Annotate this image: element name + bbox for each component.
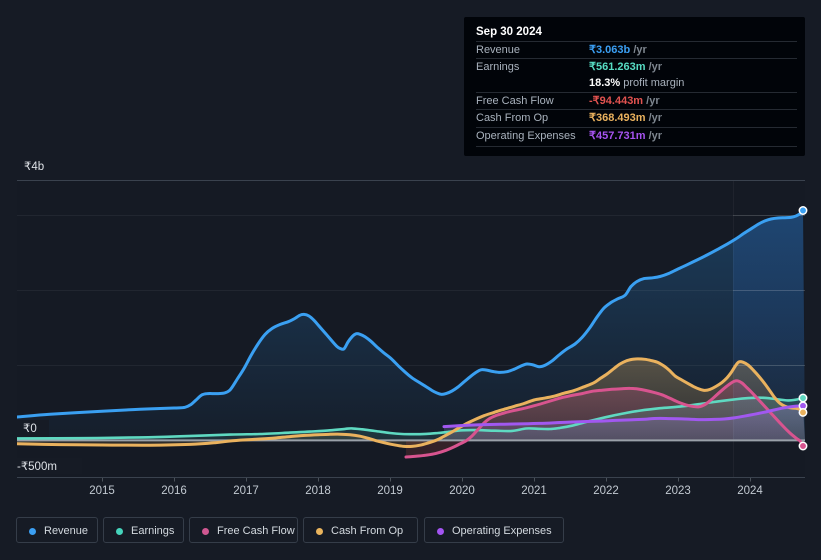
svg-text:2018: 2018: [305, 485, 331, 497]
svg-text:2016: 2016: [161, 485, 187, 497]
svg-text:2024: 2024: [737, 485, 763, 497]
svg-text:2022: 2022: [593, 485, 619, 497]
svg-text:2023: 2023: [665, 485, 691, 497]
svg-text:2021: 2021: [521, 485, 547, 497]
svg-text:-₹500m: -₹500m: [17, 461, 57, 473]
svg-text:2015: 2015: [89, 485, 115, 497]
svg-text:2017: 2017: [233, 485, 259, 497]
svg-text:₹0: ₹0: [23, 423, 37, 435]
svg-text:2020: 2020: [449, 485, 475, 497]
svg-text:₹4b: ₹4b: [24, 161, 44, 173]
svg-text:2019: 2019: [377, 485, 403, 497]
